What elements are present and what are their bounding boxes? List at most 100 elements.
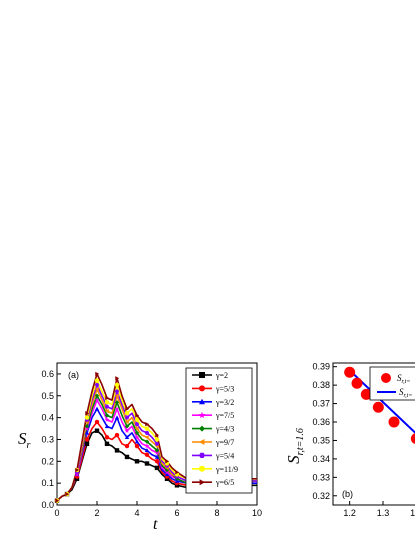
panel-a-point [84,430,90,435]
panel-a-legend-label: γ=3/2 [215,398,234,407]
panel-a-ylabel-main: S [18,429,27,448]
panel-a-legend-label: γ=11/9 [215,465,238,474]
panel-a-ytick-label: 0.1 [41,478,54,488]
panel-a-point [134,422,140,427]
panel-a-point [154,448,160,453]
panel-a-ytick-label: 0.4 [41,413,54,423]
panel-a-point [134,417,140,422]
panel-a-point [104,424,110,429]
panel-a-point [84,415,90,420]
panel-a-point [105,395,110,401]
panel-a-point [124,428,130,433]
panel-a-ytick-label: 0.5 [41,391,54,401]
panel-a-ytick-label: 0.6 [41,369,54,379]
panel-a-ytick-label: 0.2 [41,456,54,466]
panel-a-xtick-label: 2 [94,508,99,518]
panel-a-point [135,413,140,418]
panel-a-point [144,426,150,431]
panel-a-point [144,443,150,449]
panel-b-legend-entry-1-sub: r,t= [402,379,411,385]
panel-a-point [94,419,100,425]
panel-b-ytick-label: 0.39 [312,362,330,372]
panel-a-point [134,434,140,440]
panel-a-legend-marker [198,411,206,419]
panel-b-ytick-label: 0.35 [312,435,330,445]
panel-a-xlabel: t [153,516,158,533]
panel-b-legend-entry-2-sub: r,t= [404,393,413,399]
panel-b-legend-entry-1: Sr,t= [397,373,410,385]
panel-a-point [134,439,140,444]
panel-a-point [104,435,110,440]
panel-a-point [104,408,109,414]
panel-a-point [95,371,100,377]
panel-a-legend-label: γ=6/5 [215,478,234,487]
panel-a-xtick-label: 6 [174,508,179,518]
panel-b-ticks: 1.2 1.3 1.4 0.32 0.33 0.34 0.35 0.36 0.37 0.38 0.3… [312,362,415,518]
panel-b-ylabel-main: S [284,455,303,464]
panel-a-legend-marker [199,398,205,405]
panel-a-point [154,454,160,459]
panel-a-point [104,400,110,405]
panel-a-point [104,441,110,447]
panel-b-point [344,366,356,378]
panel-a-point [145,421,150,427]
panel-a-point [94,378,100,383]
panel-a-point [124,435,130,440]
panel-b-xtick-label: 1.4 [410,508,415,518]
panel-a-point [104,413,110,418]
panel-b-ylabel: Sr,t=1.6 [284,428,306,464]
panel-a-legend-label: γ=5/3 [215,384,234,393]
panel-a-legend-marker [199,425,205,432]
panel-a-legend-marker [199,452,205,458]
panel-a-xtick-label: 8 [214,508,219,518]
panel-a-point [114,415,120,420]
panel-b-legend [369,366,415,401]
panel-b-point [351,377,363,389]
panel-a-point [84,437,90,442]
panel-a-point [124,419,129,425]
panel-a-point [124,443,130,449]
panel-a-point [94,406,100,411]
panel-a-point [124,415,130,420]
panel-b-xtick-label: 1.2 [343,508,356,518]
panel-a-xtick-label: 4 [134,508,139,518]
panel-b-legend-marker [381,373,391,383]
panel-a-label: (a) [68,370,79,380]
panel-a-ylabel: Sr [18,429,31,451]
panel-a-point [144,448,150,453]
panel-a-legend-label: γ=7/5 [215,411,234,420]
panel-a-ytick-label: 0.0 [41,500,54,510]
panel-a-point [94,393,100,398]
panel-a-point [65,491,70,497]
panel-a-point [104,404,110,409]
panel-a-point [75,467,80,473]
panel-a-point [154,441,160,446]
panel-a-point [124,454,130,460]
panel-a-point [124,411,130,416]
panel-a-legend-marker [199,465,205,472]
panel-b-ytick-label: 0.33 [312,472,330,482]
panel-b-ytick-label: 0.37 [312,399,330,409]
panel-a-point [114,382,120,388]
panel-a-legend-label: γ=4/3 [215,425,234,434]
panel-a-point [85,411,90,416]
panel-a-point [134,459,140,464]
panel-b-point [372,401,384,413]
panel-a-legend-marker [199,385,205,392]
panel-a-xtick-label: 10 [252,508,262,518]
panel-a-point [94,397,100,403]
panel-a-point [144,439,150,444]
panel-b-fit-line [348,369,415,434]
panel-b-point [388,416,400,428]
panel-b-legend-entry-2: Sr,t= [399,387,412,399]
panel-b-point [410,433,415,444]
panel-b-xtick-label: 1.3 [377,508,390,518]
panel-a-frame [56,362,258,506]
panel-a-point [144,461,150,466]
panel-a-point [84,424,90,429]
panel-a-point [114,448,120,453]
panel-a-legend-marker [199,479,205,486]
panel-a-point [154,437,160,442]
panel-a-xtick-label: 0 [54,508,59,518]
panel-a-point [84,441,90,447]
